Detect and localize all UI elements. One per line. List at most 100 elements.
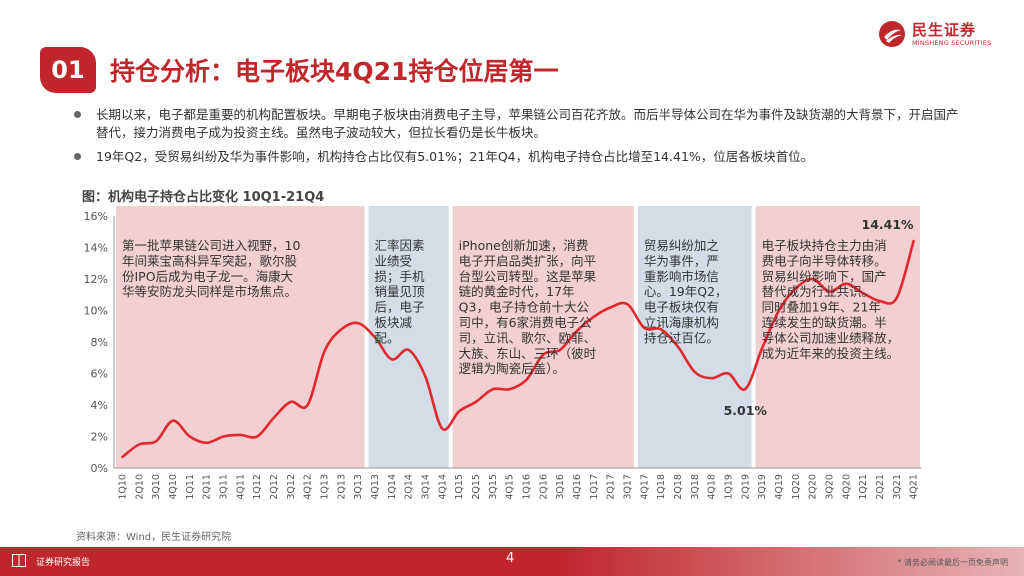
band-5-text-line: 导体公司加速业绩释放，: [762, 330, 900, 345]
x-tick-label: 2Q14: [404, 474, 415, 500]
y-tick-label: 14%: [84, 242, 108, 255]
band-5-text-line: 费电子向半导体转移。: [762, 253, 887, 268]
x-tick-label: 2Q18: [673, 474, 684, 500]
band-2-text-line: 板块减: [375, 315, 413, 330]
x-tick-label: 3Q17: [622, 474, 633, 500]
band-3-text-line: 司中，有6家消费电子公: [459, 315, 592, 330]
annotation-band-5: [755, 206, 920, 468]
holding-ratio-chart: 0% 2% 4% 6% 8% 10% 12% 14% 16% 1Q10 2Q10 3Q10 4Q10 1Q…: [84, 206, 922, 500]
annotation-band-1: [116, 206, 365, 468]
data-label: 14.41%: [862, 217, 915, 232]
band-3-text-line: 逻辑为陶瓷后盖）。: [459, 361, 565, 376]
band-3-text-line: iPhone创新加速，消费: [459, 238, 589, 253]
band-3-text-line: 链的黄金时代，17年: [459, 284, 575, 299]
band-4-text-line: 电子板块仅有: [644, 300, 719, 315]
band-2-text-line: 损；手机: [375, 269, 426, 284]
band-4-text-line: 重影响市场信: [644, 269, 719, 284]
x-tick-label: 2Q17: [606, 474, 617, 500]
x-tick-label: 2Q15: [471, 474, 482, 500]
x-tick-label: 1Q11: [185, 474, 196, 500]
band-4-text-line: 华为事件，严: [644, 253, 719, 268]
x-tick-label: 1Q19: [723, 474, 734, 500]
x-tick-label: 1Q16: [521, 474, 532, 500]
band-1-text-line: 份IPO后成为电子龙一。海康大: [122, 269, 293, 284]
brand-logo: 民生证券 MINSHENG SECURITIES: [878, 18, 998, 52]
x-tick-label: 3Q13: [353, 474, 364, 500]
x-tick-label: 4Q18: [707, 474, 718, 500]
band-2-text-line: 后，电子: [375, 300, 425, 315]
x-tick-label: 4Q15: [505, 474, 516, 500]
series-line: [121, 239, 915, 459]
x-tick-label: 1Q10: [117, 474, 128, 500]
x-tick-label: 3Q21: [892, 474, 903, 500]
x-tick-label: 3Q10: [151, 474, 162, 500]
data-label: 5.01%: [724, 403, 768, 418]
x-tick-label: 2Q12: [269, 474, 280, 500]
x-tick-label: 1Q21: [858, 474, 869, 500]
x-tick-label: 4Q10: [168, 474, 179, 500]
logo-text-cn: 民生证券: [912, 21, 977, 39]
band-3-text-line: 大族、东山、三环（彼时: [459, 346, 597, 361]
band-4-text-line: 立讯海康机构: [644, 315, 719, 330]
x-tick-label: 4Q11: [235, 474, 246, 500]
footer-label: 证券研究报告: [36, 558, 91, 568]
band-3-text-line: 台型公司转型。这是苹果: [459, 269, 597, 284]
band-2-text-line: 销量见顶: [375, 284, 426, 299]
x-tick-label: 4Q13: [370, 474, 381, 500]
bullet-dot-icon: [74, 153, 81, 160]
x-tick-label: 2Q20: [808, 474, 819, 500]
source-note: 资料来源：Wind，民生证券研究院: [76, 532, 232, 543]
band-5-text-line: 成为近年来的投资主线。: [762, 346, 900, 361]
band-5-text-line: 连续发生的缺货潮。半: [762, 315, 887, 330]
y-tick-label: 4%: [91, 399, 108, 412]
x-tick-label: 2Q10: [134, 474, 145, 500]
x-tick-label: 3Q19: [757, 474, 768, 500]
band-1-text-line: 年间莱宝高科异军突起，歌尔股: [122, 253, 298, 268]
bullet-text: 长期以来，电子都是重要的机构配置板块。早期电子板块由消费电子主导，苹果链公司百花…: [96, 107, 959, 140]
x-tick-label: 2Q11: [202, 474, 213, 500]
y-tick-label: 10%: [84, 305, 108, 318]
x-tick-label: 1Q20: [791, 474, 802, 500]
y-tick-label: 0%: [91, 462, 108, 475]
x-tick-label: 1Q15: [454, 474, 465, 500]
band-5-text-line: 替代成为行业共识。: [762, 284, 875, 299]
band-5-text-line: 电子板块持仓主力由消: [762, 238, 887, 253]
x-tick-label: 1Q17: [589, 474, 600, 500]
bullet-dot-icon: [74, 111, 81, 118]
annotation-band-4: [637, 206, 752, 468]
bullet-item: 长期以来，电子都是重要的机构配置板块。早期电子板块由消费电子主导，苹果链公司百花…: [74, 106, 960, 142]
band-1-text-line: 第一批苹果链公司进入视野，10: [122, 238, 300, 253]
x-tick-label: 4Q19: [774, 474, 785, 500]
band-3-text-line: 司，立讯、歌尔、欧菲、: [459, 330, 597, 345]
section-badge: 01: [40, 47, 96, 93]
band-5-text-line: 贸易纠纷影响下，国产: [762, 269, 887, 284]
band-1-text-line: 华等安防龙头同样是市场焦点。: [122, 284, 297, 299]
x-tick-label: 3Q15: [488, 474, 499, 500]
band-5-text-line: 同时叠加19年、21年: [762, 300, 881, 315]
band-4-text-line: 持仓过百亿。: [644, 330, 719, 345]
annotation-band-3: [452, 206, 634, 468]
band-2-text-line: 配。: [375, 330, 400, 345]
x-tick-label: 4Q14: [437, 474, 448, 500]
y-tick-label: 6%: [91, 368, 108, 381]
book-icon: [12, 554, 26, 567]
page-title: 持仓分析：电子板块4Q21持仓位居第一: [110, 57, 559, 86]
y-tick-label: 8%: [91, 336, 108, 349]
x-tick-label: 4Q20: [841, 474, 852, 500]
bullet-text: 19年Q2，受贸易纠纷及华为事件影响，机构持仓占比仅有5.01%；21年Q4，机…: [96, 149, 814, 164]
x-tick-label: 2Q16: [538, 474, 549, 500]
footer-bar: 证券研究报告 4 * 请务必阅读最后一页免责声明: [0, 547, 1024, 576]
band-3-text-line: Q3，电子持仓前十大公: [459, 300, 590, 315]
logo-text-en: MINSHENG SECURITIES: [912, 39, 992, 47]
x-tick-label: 3Q14: [420, 474, 431, 500]
x-tick-label: 3Q16: [555, 474, 566, 500]
bullet-item: 19年Q2，受贸易纠纷及华为事件影响，机构持仓占比仅有5.01%；21年Q4，机…: [74, 148, 960, 166]
x-tick-label: 4Q12: [303, 474, 314, 500]
band-4-text-line: 心。19年Q2，: [644, 284, 728, 299]
band-2-text-line: 业绩受: [375, 253, 413, 268]
x-tick-label: 1Q14: [387, 474, 398, 500]
y-tick-label: 16%: [84, 210, 108, 223]
x-tick-label: 1Q18: [656, 474, 667, 500]
y-tick-label: 12%: [84, 273, 108, 286]
x-tick-label: 2Q21: [875, 474, 886, 500]
